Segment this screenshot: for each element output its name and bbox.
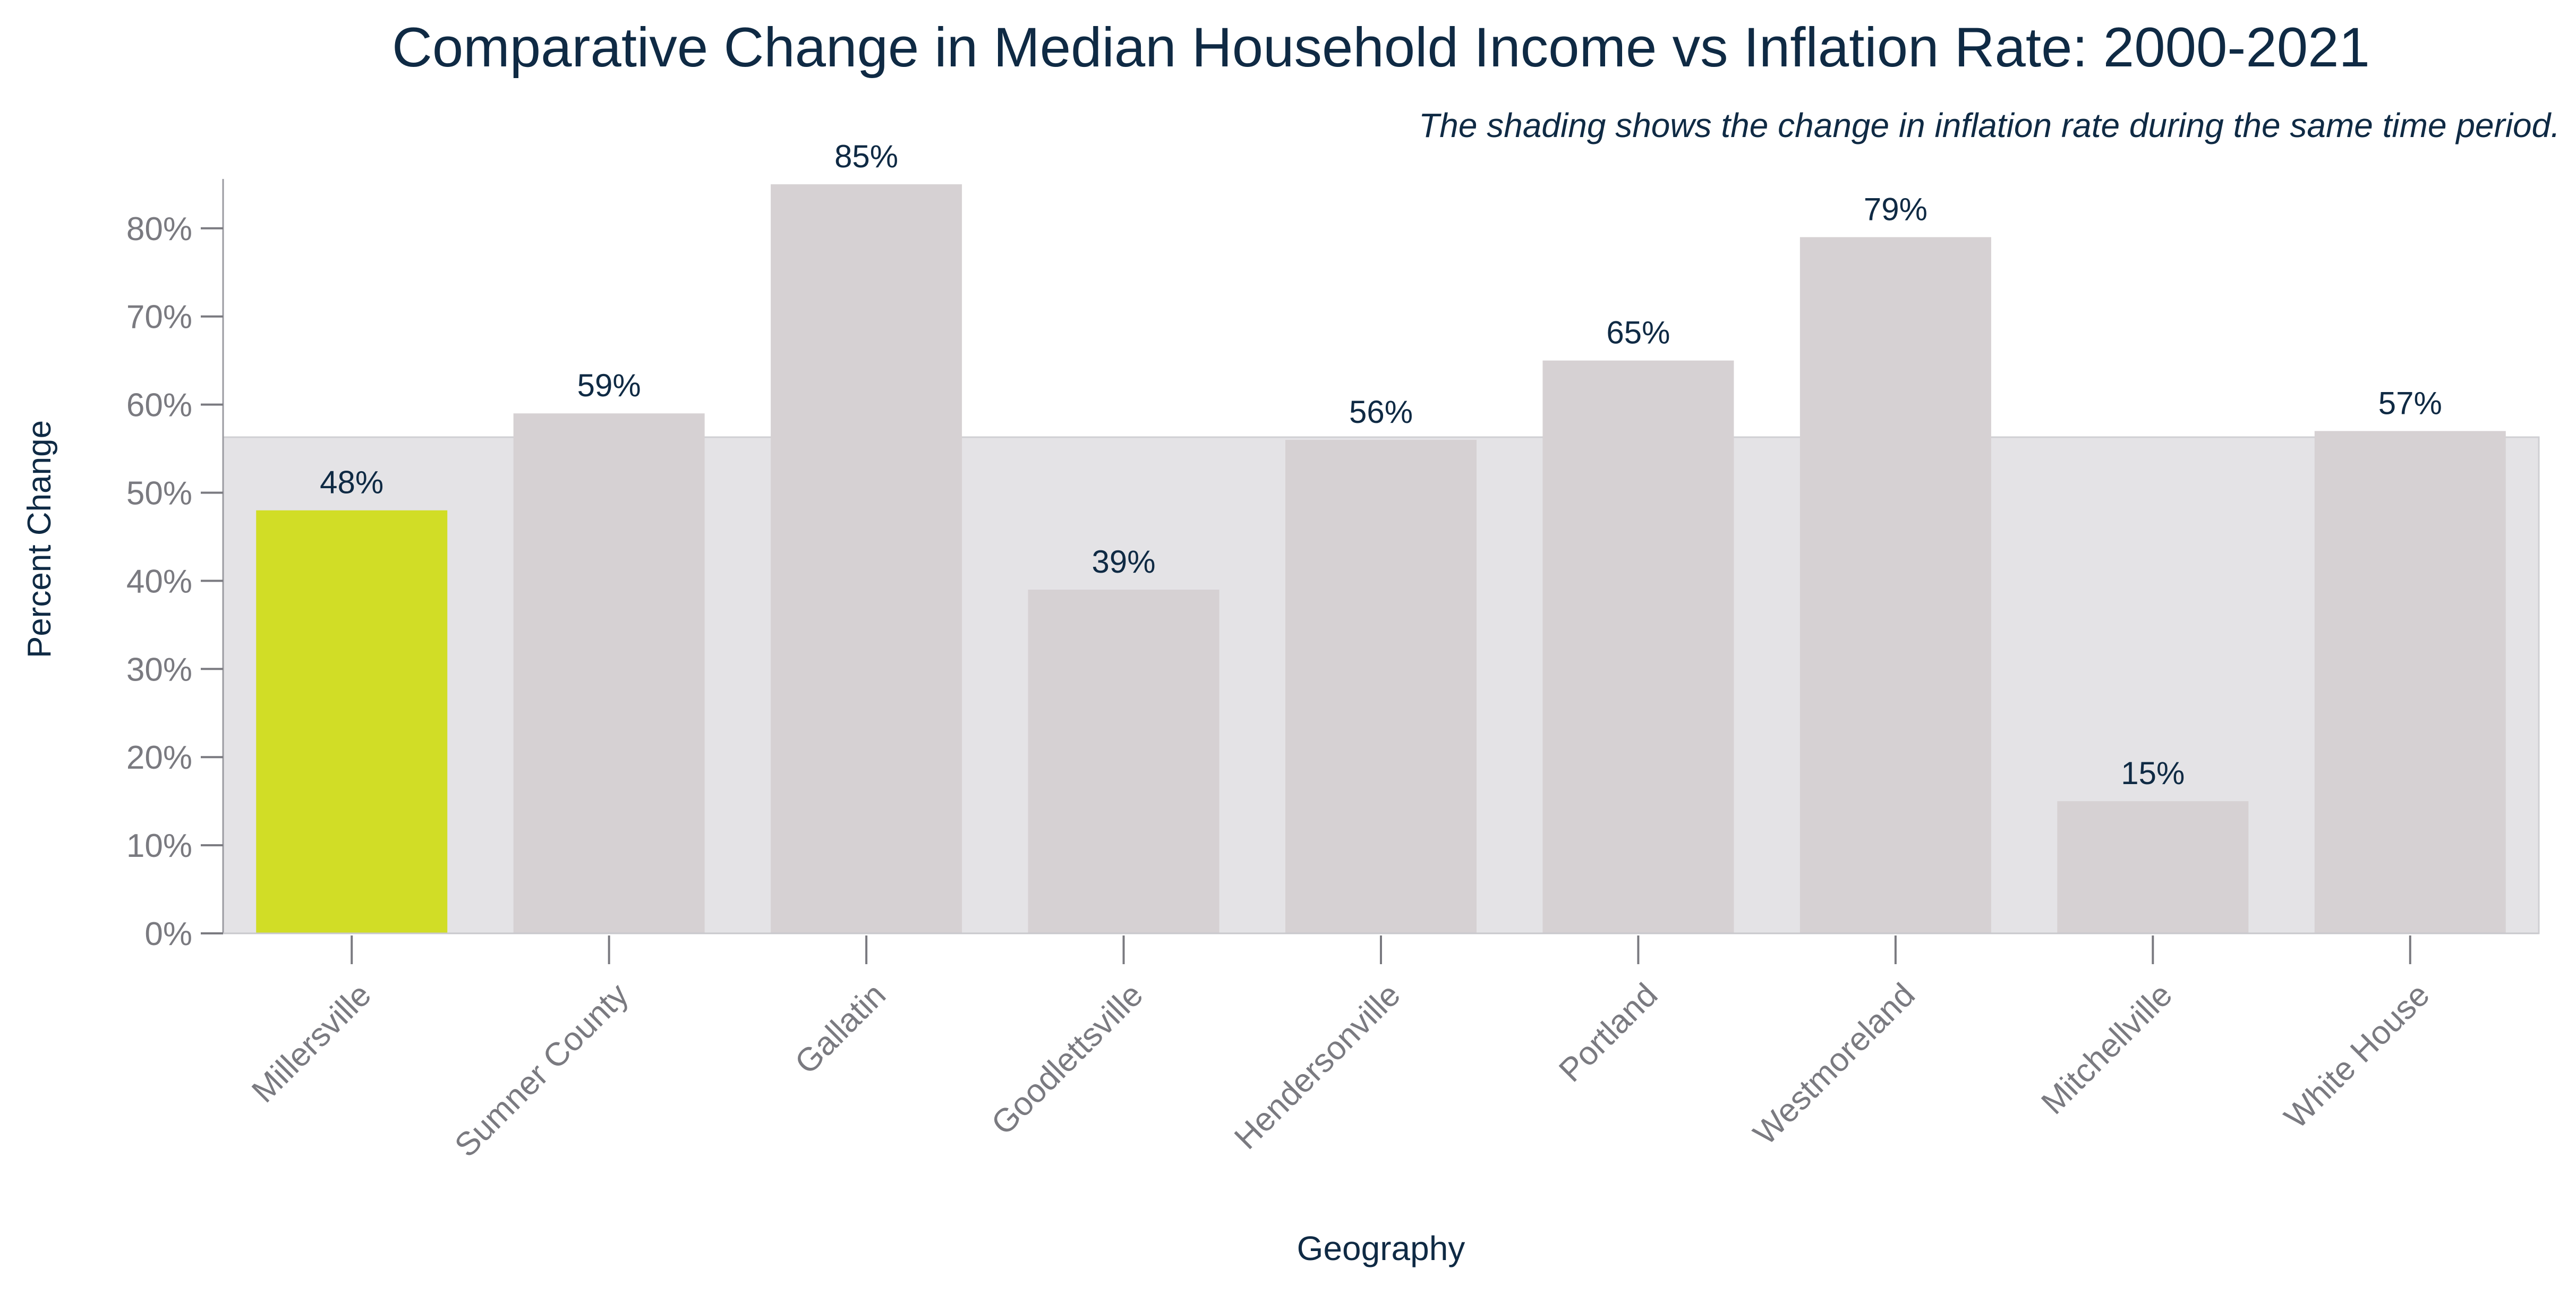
data-label: 56% — [1349, 394, 1413, 430]
bar — [2057, 801, 2249, 933]
x-tick-label: Gallatin — [788, 976, 893, 1081]
y-tick-label: 80% — [126, 211, 192, 248]
bar — [1799, 237, 1991, 933]
x-axis-title: Geography — [1297, 1229, 1465, 1268]
y-tick-label: 70% — [126, 299, 192, 336]
y-tick-label: 50% — [126, 475, 192, 512]
bar — [1542, 360, 1734, 933]
x-tick-label: Sumner County — [448, 976, 635, 1164]
chart-title: Comparative Change in Median Household I… — [392, 16, 2370, 79]
x-tick-label: Westmoreland — [1746, 976, 1922, 1152]
data-label: 65% — [1606, 315, 1670, 351]
y-tick-label: 40% — [126, 563, 192, 600]
bar — [771, 184, 962, 934]
x-tick-label: Millersville — [245, 976, 378, 1110]
x-tick-label: Hendersonville — [1227, 976, 1408, 1156]
data-label: 79% — [1864, 191, 1927, 227]
bar — [1028, 589, 1219, 933]
data-label: 39% — [1092, 544, 1156, 580]
x-tick-label: Mitchellville — [2034, 976, 2179, 1121]
y-tick-label: 30% — [126, 651, 192, 688]
x-tick-label: White House — [2278, 976, 2437, 1136]
x-tick-label: Portland — [1552, 976, 1665, 1089]
y-axis-title: Percent Change — [21, 420, 58, 658]
x-tick-label: Goodlettsville — [984, 976, 1150, 1142]
y-tick-label: 0% — [144, 916, 192, 952]
data-label: 15% — [2121, 755, 2185, 791]
bar — [1285, 439, 1477, 933]
bar — [256, 510, 448, 933]
data-label: 48% — [320, 465, 383, 500]
plot-area: 0% 10% 20% 30% 40% 50% 60% 70% 80% 48% Millersvill… — [126, 139, 2540, 1164]
y-tick-label: 60% — [126, 387, 192, 424]
data-label: 59% — [577, 368, 641, 403]
data-label: 85% — [834, 139, 898, 174]
y-tick-label: 10% — [126, 828, 192, 864]
data-label: 57% — [2378, 385, 2442, 421]
bar — [513, 413, 705, 933]
y-tick-label: 20% — [126, 739, 192, 776]
bar — [2314, 431, 2506, 933]
chart-subtitle: The shading shows the change in inflatio… — [1419, 106, 2560, 144]
